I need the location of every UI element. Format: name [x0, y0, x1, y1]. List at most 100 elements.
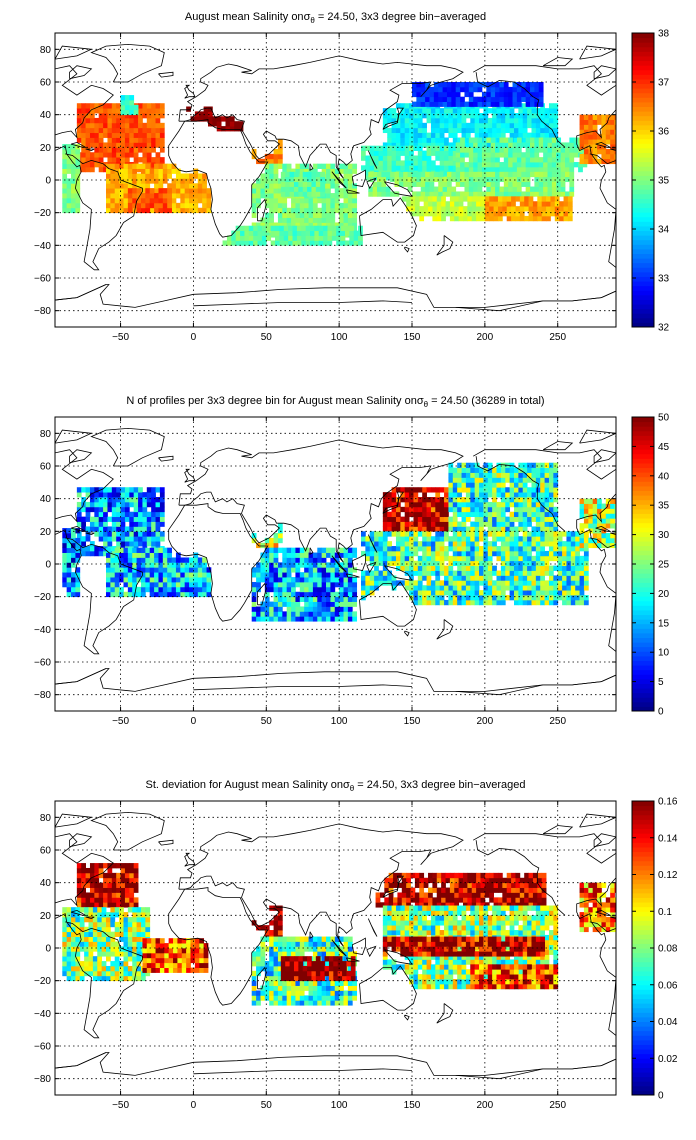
data-bin	[76, 877, 82, 884]
data-bin	[548, 117, 554, 124]
data-bin	[151, 103, 156, 109]
data-bin	[614, 144, 616, 150]
data-bin	[120, 95, 126, 101]
data-bin	[444, 511, 449, 518]
data-bin	[499, 171, 505, 178]
data-bin	[534, 171, 540, 178]
data-bin	[124, 122, 130, 129]
data-bin	[492, 497, 497, 503]
data-bin	[454, 206, 460, 212]
data-bin	[89, 103, 95, 109]
data-bin	[409, 497, 414, 503]
data-bin	[264, 153, 270, 160]
coastline	[0, 456, 40, 531]
data-bin	[444, 155, 449, 161]
data-bin	[420, 186, 426, 192]
data-bin	[521, 142, 527, 148]
data-bin	[423, 201, 429, 207]
data-bin	[264, 562, 270, 568]
data-bin	[149, 168, 155, 174]
data-bin	[142, 497, 148, 503]
data-bin	[317, 596, 323, 602]
data-bin	[605, 129, 611, 135]
data-bin	[66, 183, 72, 189]
data-bin	[171, 163, 177, 169]
data-bin	[468, 152, 474, 158]
data-bin	[535, 526, 541, 532]
data-bin	[184, 572, 190, 578]
coastline	[359, 197, 417, 243]
data-bin	[505, 560, 511, 567]
data-bin	[304, 611, 309, 617]
data-bin	[470, 536, 476, 542]
data-bin	[238, 126, 244, 132]
data-bin	[145, 586, 151, 593]
data-bin	[106, 577, 111, 583]
data-bin	[465, 497, 471, 503]
data-bin	[487, 492, 493, 498]
data-bin	[579, 144, 585, 150]
data-bin	[500, 570, 506, 576]
data-bin	[365, 160, 371, 166]
data-bin	[251, 616, 257, 622]
data-bin	[569, 171, 575, 178]
data-bin	[251, 567, 257, 573]
data-bin	[167, 207, 172, 214]
data-bin	[308, 202, 314, 209]
data-bin	[579, 565, 585, 571]
data-bin	[553, 127, 559, 134]
data-bin	[189, 188, 194, 194]
data-bin	[155, 108, 161, 114]
data-bin	[395, 142, 401, 148]
data-bin	[286, 222, 292, 228]
data-bin	[400, 531, 406, 537]
data-bin	[521, 162, 527, 168]
data-bin	[521, 82, 527, 88]
data-bin	[374, 160, 379, 166]
data-bin	[269, 562, 274, 568]
data-bin	[495, 82, 500, 88]
data-bin	[518, 595, 524, 601]
data-bin	[522, 526, 528, 532]
data-bin	[531, 560, 537, 567]
data-bin	[256, 586, 261, 593]
colorbar-swatch	[632, 628, 654, 634]
data-bin	[103, 162, 108, 168]
data-bin	[275, 240, 280, 246]
data-bin	[197, 183, 203, 189]
data-bin	[321, 611, 327, 617]
data-bin	[387, 541, 392, 547]
data-bin	[75, 144, 81, 150]
data-bin	[540, 113, 545, 119]
data-bin	[146, 526, 152, 532]
data-bin	[461, 462, 467, 469]
data-bin	[522, 599, 528, 606]
data-bin	[256, 193, 261, 199]
data-bin	[435, 108, 441, 114]
data-bin	[451, 96, 457, 102]
data-bin	[138, 492, 143, 498]
data-bin	[465, 575, 471, 581]
data-bin	[264, 222, 270, 228]
data-bin	[432, 215, 438, 222]
data-bin	[124, 506, 130, 513]
data-bin	[167, 202, 172, 209]
data-bin	[378, 546, 384, 552]
y-tick-label: −80	[34, 690, 51, 701]
data-bin	[409, 165, 414, 171]
data-bin	[317, 611, 323, 617]
data-bin	[264, 158, 270, 165]
data-bin	[369, 160, 375, 166]
data-bin	[457, 565, 462, 571]
data-bin	[340, 230, 346, 236]
data-bin	[256, 581, 261, 588]
data-bin	[116, 103, 121, 109]
data-bin	[94, 117, 100, 124]
data-bin	[76, 516, 82, 522]
data-bin	[111, 511, 117, 518]
data-bin	[330, 217, 336, 223]
data-bin	[339, 188, 344, 194]
data-bin	[457, 595, 462, 601]
data-bin	[470, 595, 476, 601]
data-bin	[465, 122, 471, 129]
